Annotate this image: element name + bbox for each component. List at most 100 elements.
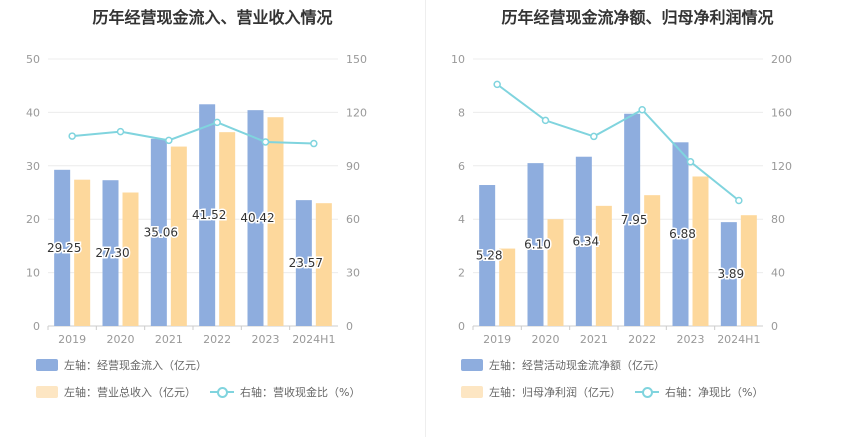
chart-panel-right: 历年经营现金流净额、归母净利润情况 0 2 4 6 8 10 0 40 80 120 160 200 2… (425, 0, 850, 437)
legend-swatch-bar2-left (36, 386, 58, 398)
bar-series2-left (315, 203, 332, 326)
line-point-right (493, 80, 501, 89)
bar-series2-left (122, 192, 139, 326)
chart-title-right: 历年经营现金流净额、归母净利润情况 (501, 8, 774, 27)
right-axis-tick-right: 80 (771, 213, 785, 226)
right-axis-tick-left: 0 (346, 320, 353, 333)
bar-series2-right (595, 205, 612, 326)
data-label-series1-left: 41.52 (192, 208, 226, 222)
bar-series1-right (575, 156, 592, 326)
legend-label-bar1-right: 左轴：经营活动现金流净额（亿元） (489, 359, 665, 372)
bar-series1-right (720, 222, 737, 326)
line-point-right (638, 105, 646, 114)
bar-series1-left (54, 169, 71, 326)
left-axis-tick-left: 30 (26, 160, 40, 173)
data-label-series1-left: 23.57 (289, 256, 323, 270)
x-axis-label-left: 2020 (107, 333, 135, 346)
legend-swatch-line-right (635, 386, 659, 398)
left-axis-tick-right: 8 (458, 106, 465, 119)
left-axis-tick-left: 50 (26, 53, 40, 66)
right-axis-tick-right: 0 (771, 320, 778, 333)
x-axis-label-right: 2020 (532, 333, 560, 346)
x-axis-label-left: 2024H1 (292, 333, 335, 346)
data-label-series1-right: 6.10 (524, 238, 551, 252)
data-label-series1-right: 3.89 (717, 267, 744, 281)
legend-row-2-left: 左轴：营业总收入（亿元） 右轴：营收现金比（%） (36, 384, 374, 400)
left-axis-tick-left: 0 (33, 320, 40, 333)
bar-series2-right (499, 248, 516, 326)
line-point-right (541, 116, 550, 125)
right-axis-tick-left: 150 (346, 53, 367, 66)
legend-item-bar2-right[interactable]: 左轴：归母净利润（亿元） (461, 384, 621, 400)
left-axis-tick-right: 0 (458, 320, 465, 333)
legend-label-bar2-left: 左轴：营业总收入（亿元） (64, 386, 196, 399)
x-axis-label-right: 2023 (677, 333, 705, 346)
chart-title-left: 历年经营现金流入、营业收入情况 (92, 8, 333, 27)
line-point-left (68, 132, 76, 140)
right-axis-tick-right: 40 (771, 267, 785, 280)
legend-item-line-left[interactable]: 右轴：营收现金比（%） (210, 384, 360, 400)
bar-series2-right (644, 195, 661, 326)
x-axis-label-left: 2023 (252, 333, 280, 346)
legend-item-line-right[interactable]: 右轴：净现比（%） (635, 384, 763, 400)
legend-item-bar2-left[interactable]: 左轴：营业总收入（亿元） (36, 384, 196, 400)
bar-series2-left (74, 179, 91, 326)
left-axis-tick-right: 10 (451, 53, 465, 66)
legend-item-bar1-left[interactable]: 左轴：经营现金流入（亿元） (36, 357, 207, 373)
line-point-right (686, 158, 695, 166)
x-axis-label-right: 2021 (580, 333, 608, 346)
line-point-right (735, 196, 743, 205)
line-point-left (165, 136, 173, 145)
bar-series1-left (295, 200, 312, 326)
x-axis-label-right: 2024H1 (717, 333, 760, 346)
data-label-series1-right: 6.88 (669, 227, 696, 241)
line-point-left (213, 118, 221, 127)
bar-series1-left (150, 138, 167, 326)
x-axis-label-right: 2022 (628, 333, 656, 346)
bar-series1-right (624, 113, 641, 326)
x-axis-label-left: 2021 (155, 333, 183, 346)
legend-label-line-left: 右轴：营收现金比（%） (240, 386, 361, 399)
bar-series2-left (170, 146, 187, 326)
legend-label-line-right: 右轴：净现比（%） (665, 386, 764, 399)
legend-item-bar1-right[interactable]: 左轴：经营活动现金流净额（亿元） (461, 357, 665, 373)
legend-label-bar1-left: 左轴：经营现金流入（亿元） (64, 359, 207, 372)
data-label-series1-right: 7.95 (621, 213, 648, 227)
legend-label-bar2-right: 左轴：归母净利润（亿元） (489, 386, 621, 399)
x-axis-label-left: 2022 (203, 333, 231, 346)
left-axis-tick-left: 40 (26, 106, 40, 119)
right-axis-tick-left: 30 (346, 267, 360, 280)
legend-row-2-right: 左轴：归母净利润（亿元） 右轴：净现比（%） (461, 384, 777, 400)
left-axis-tick-left: 20 (26, 213, 40, 226)
bar-series2-right (547, 219, 564, 326)
line-point-left (310, 139, 318, 148)
right-axis-tick-left: 120 (346, 106, 367, 119)
panel-divider (425, 0, 426, 437)
chart-right-svg: 0 2 4 6 8 10 0 40 80 120 160 200 2019 2020 2021 2022 202… (451, 53, 792, 346)
x-axis-label-right: 2019 (483, 333, 511, 346)
data-label-series1-left: 40.42 (240, 211, 274, 225)
line-point-left (116, 127, 125, 136)
left-axis-tick-right: 6 (458, 160, 465, 173)
data-label-series1-left: 27.30 (95, 246, 129, 260)
line-series-right (496, 83, 740, 202)
bar-series1-right (527, 163, 544, 326)
right-axis-tick-right: 200 (771, 53, 792, 66)
legend-swatch-bar1-left (36, 359, 58, 371)
line-point-left (261, 138, 270, 146)
right-axis-tick-right: 160 (771, 106, 792, 119)
legend-row-1-left: 左轴：经营现金流入（亿元） (36, 357, 221, 373)
data-label-series1-right: 5.28 (476, 249, 503, 263)
line-series-left (72, 121, 314, 145)
left-axis-tick-right: 2 (458, 267, 465, 280)
data-label-series1-left: 35.06 (144, 225, 178, 239)
right-axis-tick-right: 120 (771, 160, 792, 173)
legend-row-1-right: 左轴：经营活动现金流净额（亿元） (461, 357, 679, 373)
bar-series1-left (102, 180, 119, 326)
bar-series1-right (672, 142, 689, 326)
left-axis-tick-left: 10 (26, 267, 40, 280)
line-point-right (590, 132, 598, 141)
right-axis-tick-left: 90 (346, 160, 360, 173)
bar-series2-right (740, 215, 757, 326)
chart-panel-left: 历年经营现金流入、营业收入情况 0 10 20 30 40 50 0 30 60 90 120 150… (26, 8, 374, 400)
